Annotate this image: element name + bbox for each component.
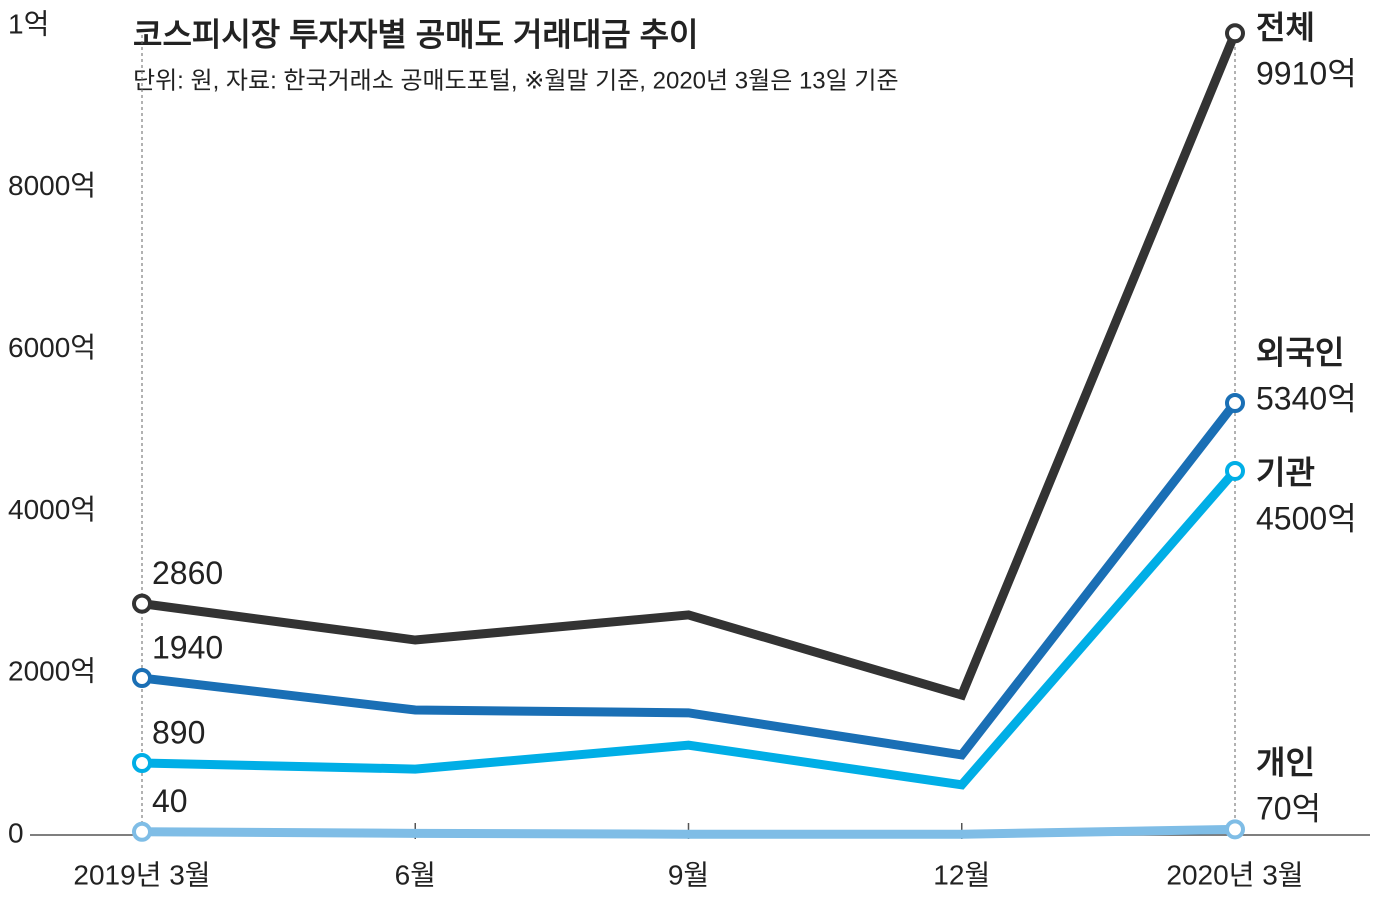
data-label: 70억 <box>1256 790 1321 826</box>
end-marker <box>132 752 152 773</box>
series-line <box>141 467 1239 790</box>
end-marker <box>132 593 152 614</box>
end-marker <box>1225 819 1245 840</box>
y-tick-label: 4000억 <box>8 494 96 525</box>
data-label: 5340억 <box>1256 380 1357 416</box>
data-label: 890 <box>152 714 205 750</box>
series-line <box>141 824 1236 839</box>
series-line <box>141 400 1239 760</box>
data-label: 9910억 <box>1256 55 1357 91</box>
data-label: 4500억 <box>1256 500 1357 536</box>
legend-label: 외국인 <box>1256 334 1344 370</box>
end-marker <box>1225 392 1245 413</box>
x-tick-label: 2019년 3월 <box>73 859 210 890</box>
chart-subtitle: 단위: 원, 자료: 한국거래소 공매도포털, ※월말 기준, 2020년 3월… <box>133 67 899 94</box>
data-label: 40 <box>152 783 188 819</box>
x-tick-label: 12월 <box>933 859 990 890</box>
data-label: 1940 <box>152 630 223 666</box>
y-tick-label: 1억 <box>8 8 49 39</box>
legend-label: 전체 <box>1256 9 1315 45</box>
end-marker <box>132 821 152 842</box>
end-marker <box>1225 460 1245 481</box>
chart-title: 코스피시장 투자자별 공매도 거래대금 추이 <box>133 16 698 52</box>
legend-label: 개인 <box>1256 744 1315 780</box>
x-tick-label: 2020년 3월 <box>1166 859 1303 890</box>
end-marker <box>132 668 152 689</box>
end-marker <box>1225 23 1245 44</box>
series-line <box>141 31 1240 701</box>
x-tick-label: 9월 <box>668 859 709 890</box>
legend-label: 기관 <box>1256 454 1315 490</box>
y-tick-label: 2000억 <box>8 656 96 687</box>
y-tick-label: 0 <box>8 817 24 848</box>
x-tick-label: 6월 <box>395 859 436 890</box>
y-tick-label: 8000억 <box>8 170 96 201</box>
data-label: 2860 <box>152 555 223 591</box>
y-tick-label: 6000억 <box>8 332 96 363</box>
